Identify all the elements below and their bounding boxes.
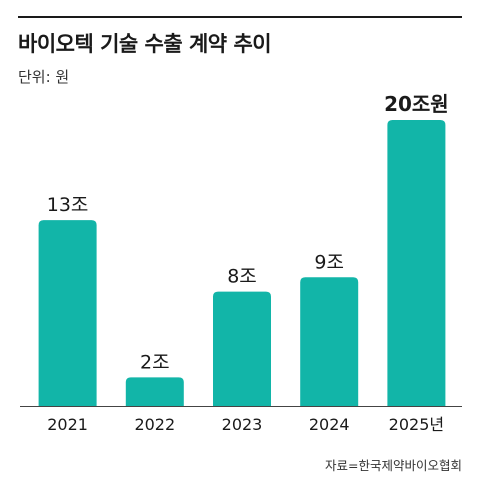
- bar-2025년: [387, 120, 446, 406]
- category-label-2024: 2024: [309, 415, 350, 434]
- category-label-2025년: 2025년: [389, 415, 444, 434]
- data-label-2024: 9조: [314, 251, 344, 273]
- category-label-2021: 2021: [47, 415, 88, 434]
- bar-2024: [300, 277, 359, 406]
- data-label-2021: 13조: [47, 194, 89, 216]
- chart-title: 바이오텍 기술 수출 계약 추이: [18, 32, 272, 56]
- data-label-2025년: 20조원: [384, 92, 449, 116]
- bar-2023: [213, 291, 271, 406]
- bar-2021: [38, 220, 97, 406]
- category-label-2022: 2022: [134, 415, 175, 434]
- bar-2022: [125, 377, 184, 406]
- source-note: 자료=한국제약바이오협회: [325, 458, 462, 473]
- unit-label: 단위: 원: [18, 68, 70, 86]
- data-label-2023: 8조: [227, 266, 257, 288]
- category-label-2023: 2023: [222, 415, 263, 434]
- top-rule: [18, 16, 462, 18]
- data-label-2022: 2조: [140, 351, 170, 373]
